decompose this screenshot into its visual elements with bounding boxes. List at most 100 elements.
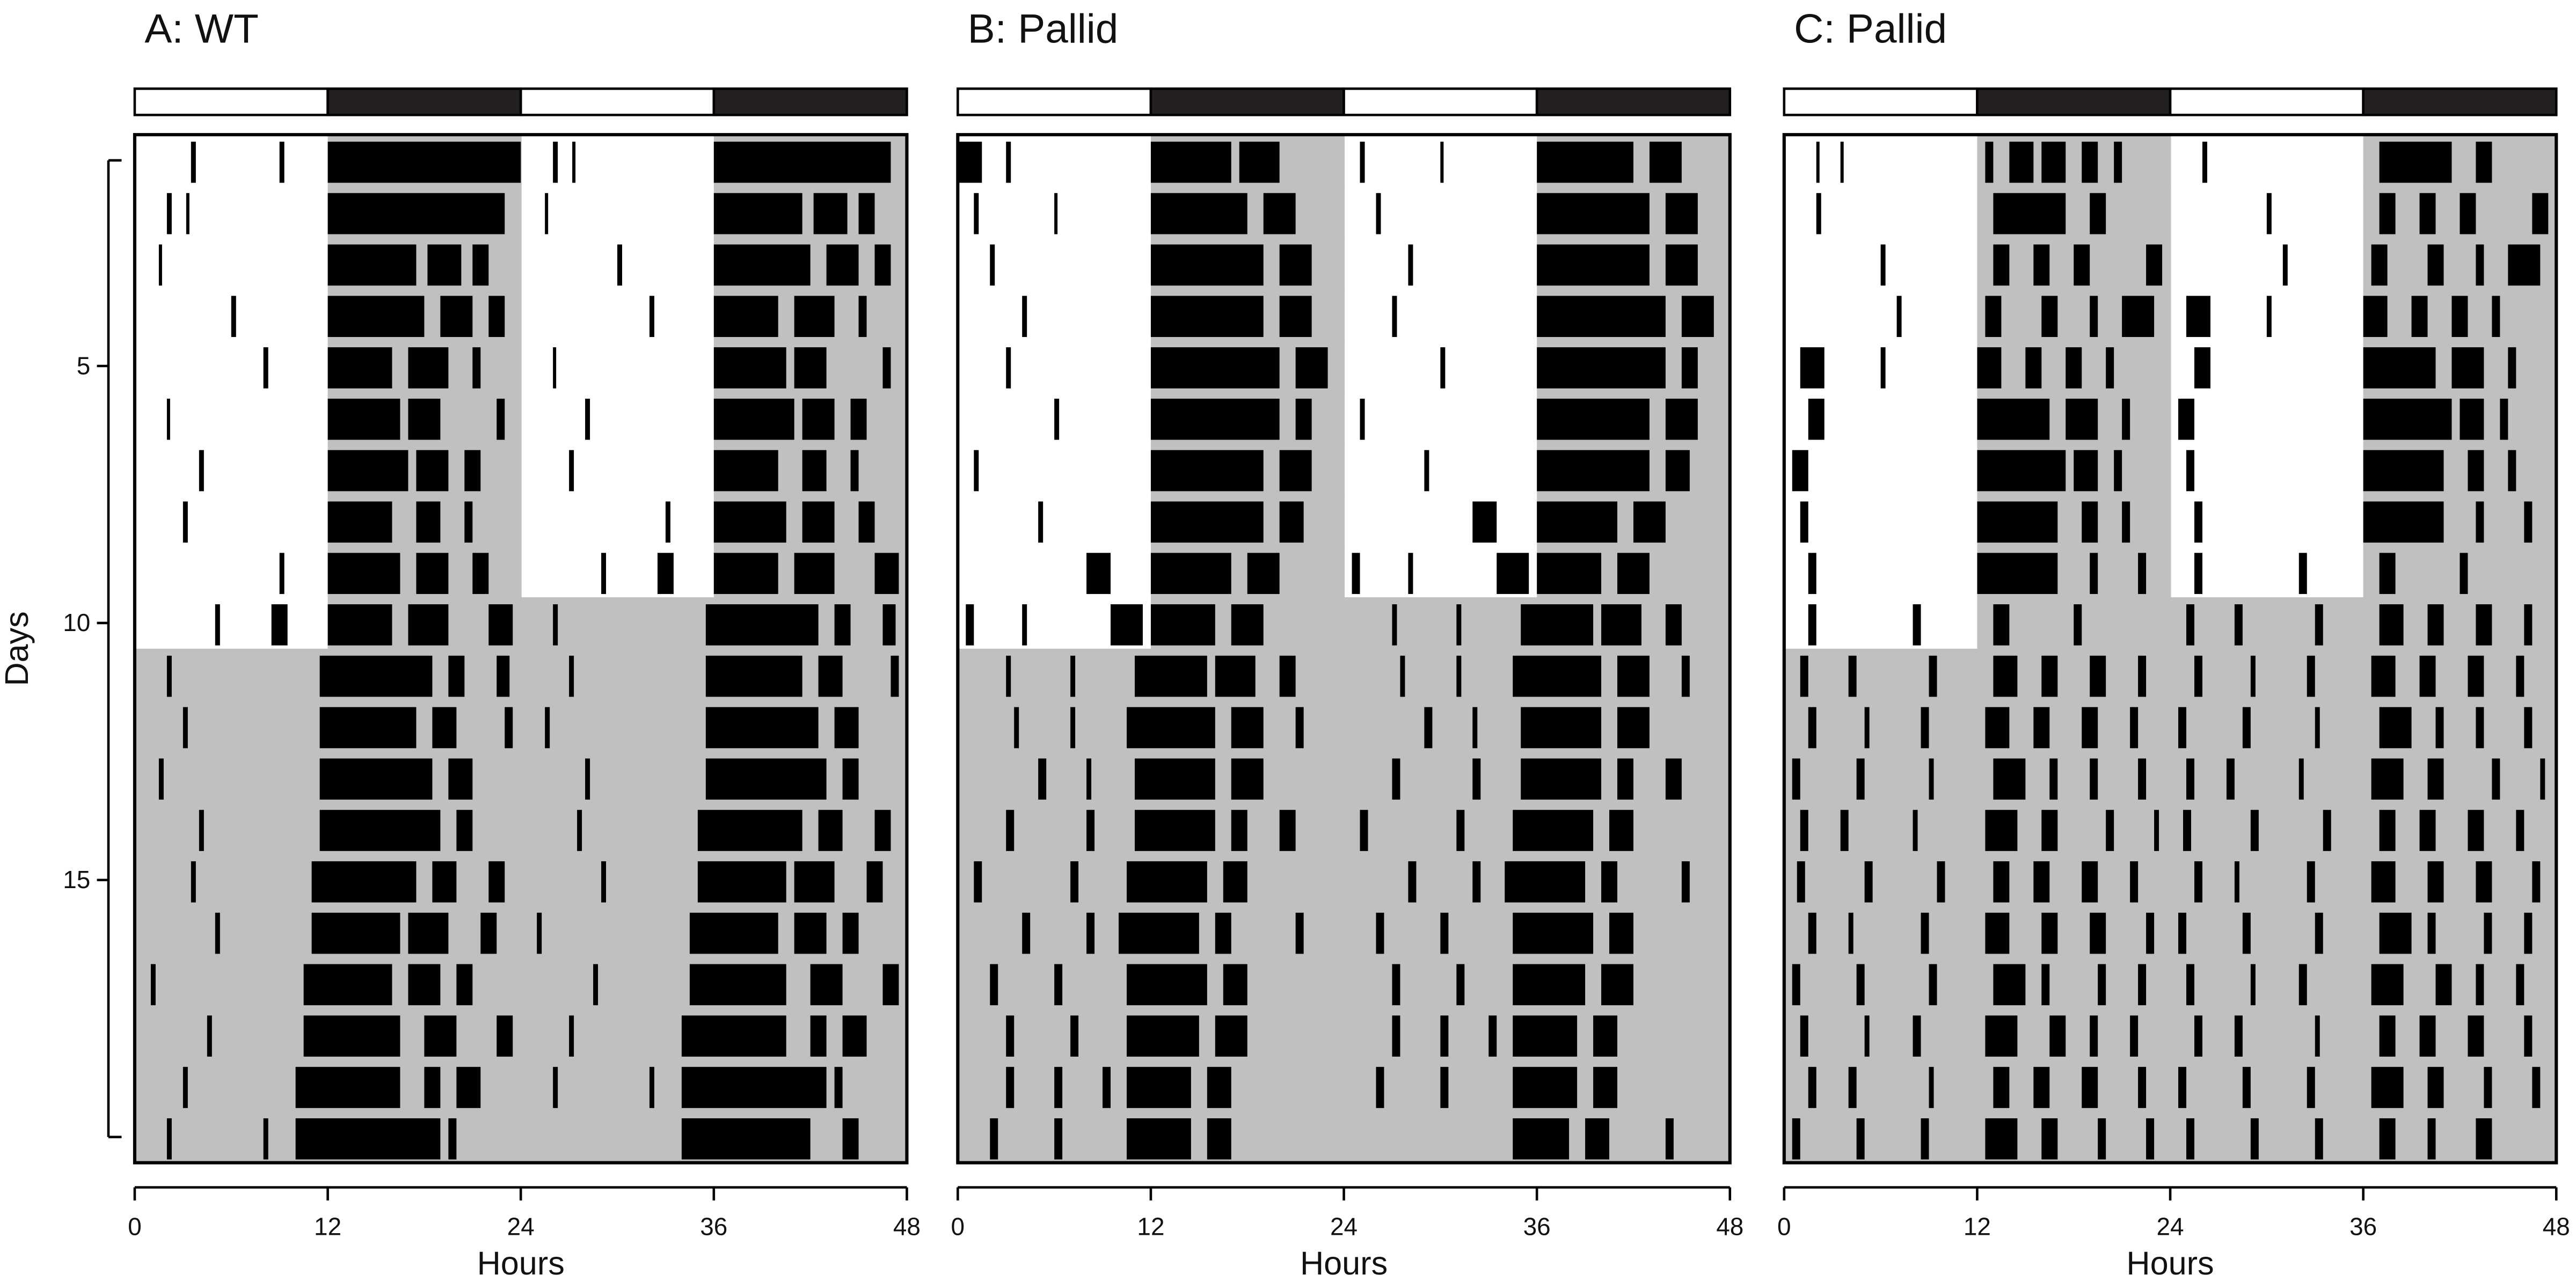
activity-bout (1816, 193, 1821, 235)
x-tick-label: 36 (700, 1212, 727, 1240)
activity-bout (1279, 296, 1312, 337)
activity-bout (199, 810, 204, 851)
activity-bout (472, 244, 489, 286)
activity-bout (2082, 141, 2098, 183)
plot-frame (133, 133, 909, 1164)
dd-shade (2170, 751, 2365, 804)
activity-bout (1456, 964, 1465, 1006)
activity-bout (2371, 244, 2388, 286)
activity-bout (1150, 501, 1264, 543)
activity-bout (1392, 758, 1400, 800)
activity-bout (488, 604, 513, 646)
activity-bout (1006, 347, 1011, 389)
activity-bout (1505, 861, 1586, 903)
activity-bout (1848, 1067, 1857, 1108)
activity-bout (1054, 964, 1063, 1006)
activity-bout (408, 604, 449, 646)
activity-bout (408, 964, 441, 1006)
activity-bout (2315, 1015, 2320, 1057)
activity-bout (2532, 861, 2541, 903)
activity-bout (802, 501, 835, 543)
activity-bout (585, 398, 590, 440)
activity-bout (2041, 810, 2058, 851)
activity-bout (1601, 604, 1641, 646)
activity-bout (327, 501, 392, 543)
activity-bout (1150, 296, 1264, 337)
activity-bout (1472, 707, 1478, 749)
dd-shade (1784, 700, 1978, 752)
activity-bout (1856, 964, 1865, 1006)
activity-bout (1456, 604, 1462, 646)
activity-bout (705, 604, 819, 646)
activity-bout (553, 141, 558, 183)
activity-bout (1816, 141, 1820, 183)
activity-bout (1800, 810, 1808, 851)
activity-bout (440, 296, 473, 337)
activity-bout (826, 244, 859, 286)
activity-bout (1585, 1118, 1610, 1160)
activity-bout (432, 861, 457, 903)
activity-bout (2307, 1067, 2315, 1108)
activity-bout (802, 398, 835, 440)
activity-bout (1985, 1015, 2018, 1057)
x-tick-label: 0 (1777, 1212, 1791, 1240)
activity-bout (1006, 1067, 1015, 1108)
activity-bout (874, 810, 891, 851)
x-tick-label: 48 (2543, 1212, 2570, 1240)
activity-bout (416, 450, 449, 492)
activity-bout (713, 450, 778, 492)
activity-bout (569, 1015, 574, 1057)
activity-bout (186, 193, 189, 235)
activity-bout (2114, 450, 2122, 492)
activity-bout (408, 347, 449, 389)
activity-bout (2183, 810, 2191, 851)
activity-bout (974, 861, 982, 903)
activity-bout (2363, 296, 2388, 337)
activity-bout (1150, 450, 1264, 492)
activity-bout (2194, 655, 2202, 697)
activity-bout (2074, 450, 2098, 492)
activity-bout (1022, 296, 1027, 337)
activity-bout (1408, 553, 1413, 594)
activity-bout (2009, 141, 2034, 183)
activity-bout (2460, 553, 2468, 594)
activity-bout (2307, 861, 2315, 903)
activity-bout (850, 398, 867, 440)
activity-bout (1665, 193, 1698, 235)
activity-bout (1440, 1067, 1449, 1108)
activity-bout (2451, 296, 2468, 337)
activity-bout (689, 964, 786, 1006)
activity-bout (1665, 1118, 1674, 1160)
activity-bout (2098, 1118, 2106, 1160)
x-tick-label: 0 (128, 1212, 142, 1240)
ld-dark (326, 87, 522, 116)
activity-bout (545, 193, 549, 235)
activity-bout (2090, 912, 2106, 954)
activity-bout (271, 604, 288, 646)
activity-bout (1609, 912, 1633, 954)
activity-bout (1880, 244, 1886, 286)
activity-bout (166, 655, 172, 697)
activity-bout (327, 450, 408, 492)
activity-bout (327, 193, 505, 235)
activity-bout (319, 810, 441, 851)
activity-bout (1896, 296, 1902, 337)
x-axis-label: Hours (1300, 1245, 1388, 1279)
dd-shade (521, 648, 715, 701)
activity-bout (818, 655, 843, 697)
dd-shade (134, 648, 329, 701)
activity-bout (424, 1015, 457, 1057)
activity-bout (2468, 1015, 2484, 1057)
activity-bout (545, 707, 550, 749)
activity-bout (1231, 758, 1264, 800)
activity-bout (319, 707, 417, 749)
activity-bout (2041, 655, 2058, 697)
activity-bout (1038, 501, 1043, 543)
dd-shade (521, 957, 715, 1009)
activity-bout (858, 193, 875, 235)
activity-bout (2178, 1067, 2187, 1108)
activity-bout (2066, 398, 2098, 440)
activity-bout (2138, 758, 2147, 800)
activity-bout (2242, 1067, 2251, 1108)
activity-bout (2130, 1015, 2139, 1057)
